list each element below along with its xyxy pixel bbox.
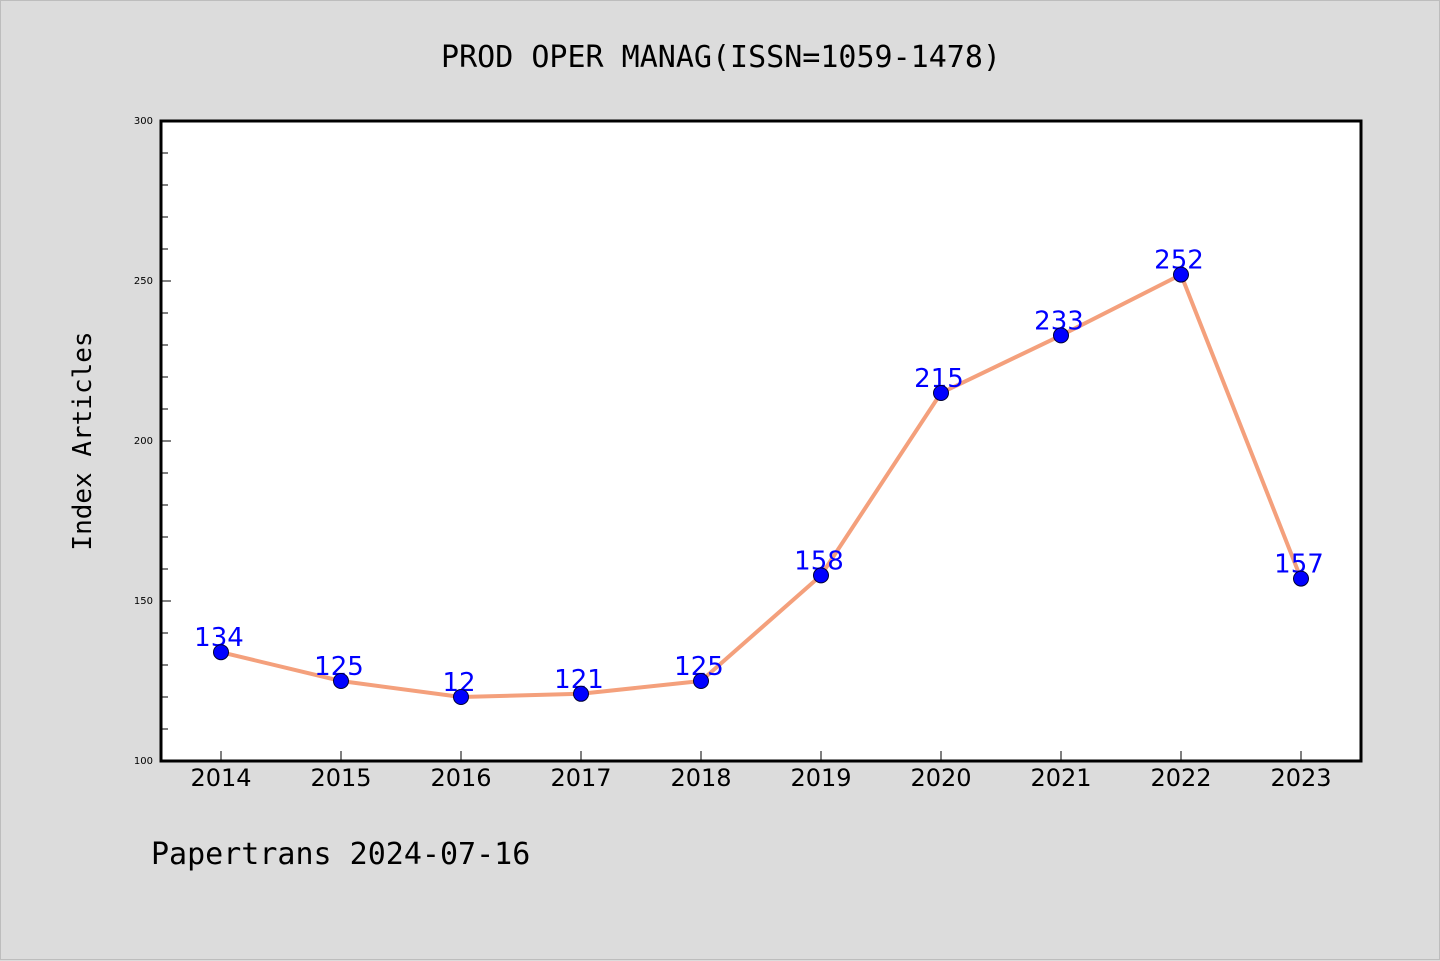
plot-area: [159, 119, 1363, 763]
y-tick-label: 150: [134, 596, 153, 607]
y-axis-ticks: 100 150 200 250 300: [134, 116, 171, 767]
y-tick-label: 100: [134, 756, 153, 767]
x-tick-label: 2014: [190, 764, 251, 792]
y-axis-label: Index Articles: [68, 331, 98, 550]
x-tick-label: 2019: [790, 764, 851, 792]
chart-title: PROD OPER MANAG(ISSN=1059-1478): [441, 40, 1001, 75]
data-point: [933, 385, 949, 401]
y-tick-label: 300: [134, 116, 153, 127]
data-point: [813, 567, 829, 584]
data-point: [1053, 327, 1069, 344]
data-point: [213, 644, 229, 661]
x-tick-label: 2016: [430, 764, 491, 792]
x-axis-ticks: 2014 2015 2016 2017 2018 2019 2020 2021 2022 2023: [190, 751, 1332, 792]
x-tick-label: 2015: [310, 764, 371, 792]
footer-text: Papertrans 2024-07-16: [151, 837, 530, 872]
y-tick-label: 200: [134, 436, 153, 447]
data-markers: [213, 266, 1309, 705]
data-point: [333, 673, 349, 689]
x-tick-label: 2022: [1150, 764, 1211, 792]
data-point: [693, 673, 709, 689]
data-point: [573, 685, 589, 702]
x-tick-label: 2020: [910, 764, 971, 792]
x-tick-label: 2017: [550, 764, 611, 792]
y-tick-label: 250: [134, 276, 153, 287]
data-point: [1173, 266, 1189, 283]
series-line: [220, 272, 1303, 699]
data-point: [1293, 570, 1309, 587]
x-tick-label: 2021: [1030, 764, 1091, 792]
x-tick-label: 2023: [1270, 764, 1331, 792]
y-minor-ticks: [161, 152, 168, 730]
data-point: [453, 689, 469, 705]
x-tick-label: 2018: [670, 764, 731, 792]
